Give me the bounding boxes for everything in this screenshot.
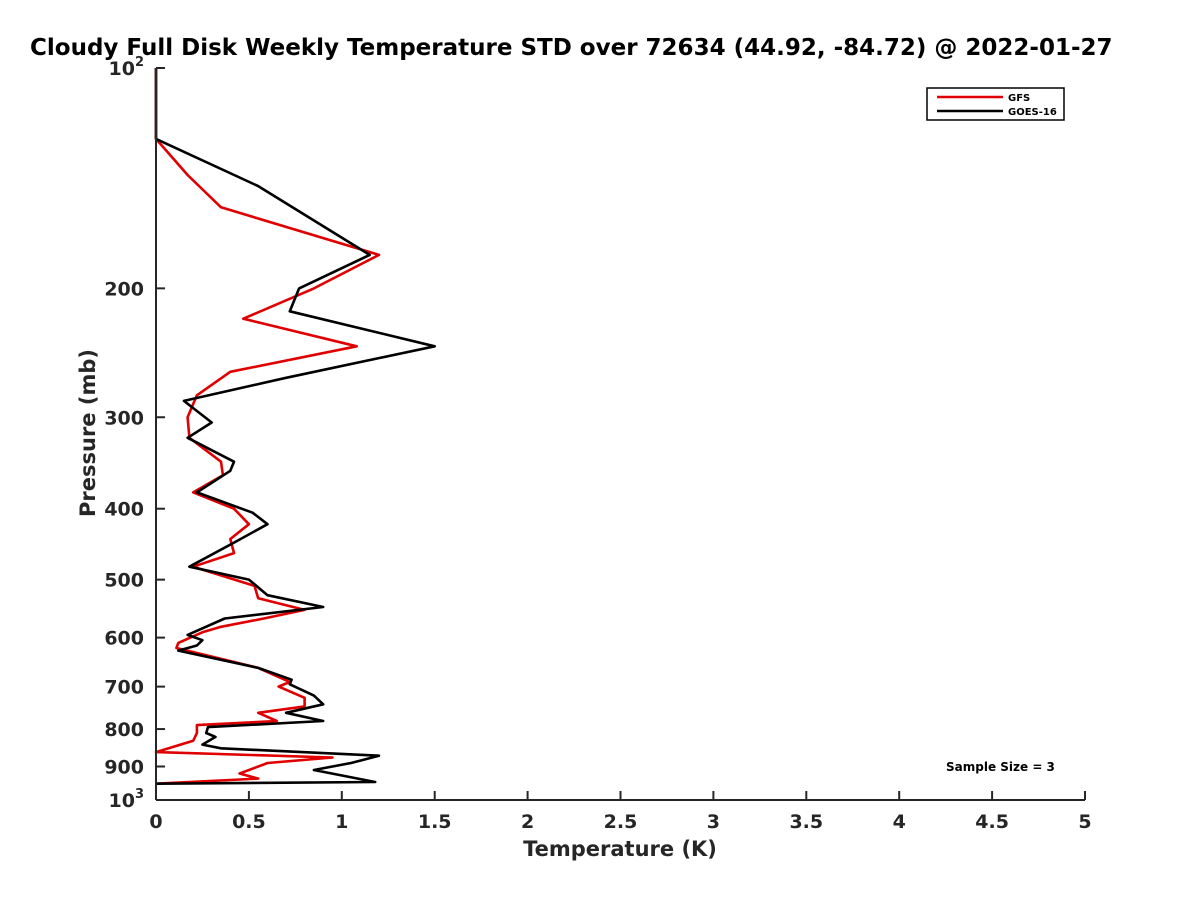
x-tick-label: 0.5 [232,811,266,833]
series-line-goes-16 [154,68,436,785]
x-tick-label: 5 [1078,811,1091,833]
y-tick-label: 900 [104,757,144,779]
x-tick-label: 1 [335,811,348,833]
y-tick-label: 400 [104,499,144,521]
x-tick-label: 0 [149,811,162,833]
sample-size-annotation: Sample Size = 3 [946,760,1055,774]
x-tick-label: 1.5 [418,811,452,833]
x-axis-label: Temperature (K) [523,837,717,861]
legend-label-goes16: GOES-16 [1008,107,1057,118]
y-tick-label: 700 [104,677,144,699]
y-tick-label: 500 [104,570,144,592]
y-axis-label: Pressure (mb) [76,349,100,517]
y-tick-label: 800 [104,719,144,741]
legend-label-gfs: GFS [1008,93,1030,104]
x-tick-label: 4 [893,811,906,833]
chart-title: Cloudy Full Disk Weekly Temperature STD … [30,35,1113,61]
x-tick-label: 2 [521,811,534,833]
legend: GFS GOES-16 [926,87,1065,121]
y-tick-label: 300 [104,407,144,429]
y-tick-label: 200 [104,278,144,300]
x-tick-label: 3 [707,811,720,833]
y-tick-label: 103 [109,787,145,812]
legend-box [926,87,1065,121]
x-tick-label: 2.5 [604,811,638,833]
series-line-gfs [154,68,381,785]
y-tick-label: 102 [109,55,145,80]
y-tick-label: 600 [104,628,144,650]
x-tick-label: 4.5 [975,811,1009,833]
x-tick-label: 3.5 [789,811,823,833]
